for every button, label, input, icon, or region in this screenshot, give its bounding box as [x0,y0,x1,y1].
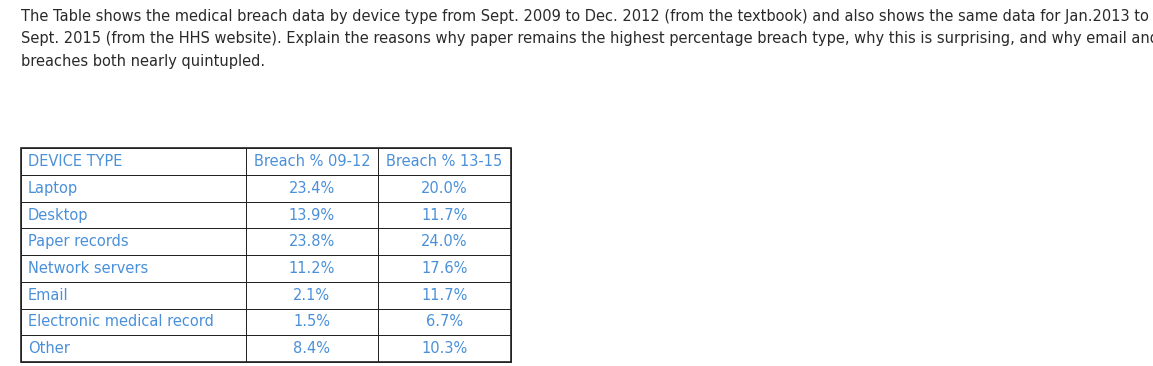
Text: 11.7%: 11.7% [421,208,468,223]
Bar [246,175,378,202]
Bar [378,202,511,228]
Text: Other: Other [28,341,69,356]
Text: 11.7%: 11.7% [421,288,468,303]
Text: 17.6%: 17.6% [421,261,468,276]
Bar [246,255,378,282]
Text: Paper records: Paper records [28,234,128,249]
Bar [246,282,378,309]
Bar [378,148,511,175]
Bar [21,175,246,202]
Text: 13.9%: 13.9% [288,208,336,223]
Text: Network servers: Network servers [28,261,148,276]
Bar [21,148,511,362]
Bar [21,255,246,282]
Text: 6.7%: 6.7% [425,314,464,329]
Text: 1.5%: 1.5% [293,314,331,329]
Text: 23.8%: 23.8% [288,234,336,249]
Bar [21,202,246,228]
Bar [378,175,511,202]
Text: Electronic medical record: Electronic medical record [28,314,213,329]
Bar [21,309,246,335]
Text: 8.4%: 8.4% [293,341,331,356]
Bar [246,309,378,335]
Bar [21,335,246,362]
Bar [378,228,511,255]
Text: 2.1%: 2.1% [293,288,331,303]
Bar [378,335,511,362]
Text: Breach % 09-12: Breach % 09-12 [254,154,370,169]
Bar [378,255,511,282]
Bar [246,335,378,362]
Bar [378,282,511,309]
Text: DEVICE TYPE: DEVICE TYPE [28,154,122,169]
Bar [246,202,378,228]
Text: Laptop: Laptop [28,181,77,196]
Text: 23.4%: 23.4% [288,181,336,196]
Bar [378,309,511,335]
Bar [246,148,378,175]
Text: Breach % 13-15: Breach % 13-15 [386,154,503,169]
Text: 11.2%: 11.2% [288,261,336,276]
Bar [21,282,246,309]
Text: Email: Email [28,288,68,303]
Bar [21,148,246,175]
Text: 20.0%: 20.0% [421,181,468,196]
Text: Desktop: Desktop [28,208,88,223]
Text: 24.0%: 24.0% [421,234,468,249]
Bar [21,228,246,255]
Text: The Table shows the medical breach data by device type from Sept. 2009 to Dec. 2: The Table shows the medical breach data … [21,9,1153,68]
Bar [246,228,378,255]
Text: 10.3%: 10.3% [421,341,468,356]
